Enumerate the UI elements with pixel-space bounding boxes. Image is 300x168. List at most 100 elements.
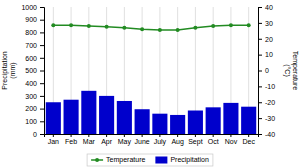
legend-label: Temperature [106, 156, 145, 164]
tick-mark [40, 45, 44, 46]
tick-label: 0 [265, 67, 269, 74]
bar [64, 100, 79, 134]
y-axis-title: Precipitation(mm) [1, 51, 17, 90]
marker [122, 26, 126, 30]
tick: -10 [258, 83, 275, 90]
marker [229, 23, 233, 27]
tick-label: Nov [225, 138, 238, 145]
tick-label: -40 [265, 131, 275, 138]
tick-label: July [154, 138, 167, 146]
x-axis: Jan Feb Mar Apr MayJune July Aug Sept Oct Nov Dec [45, 134, 259, 146]
chart: 01002003004005006007008009001000-40-30-2… [0, 0, 300, 168]
tick: Feb [65, 134, 77, 145]
tick-mark [40, 96, 44, 97]
tick-mark [159, 134, 160, 137]
legend-label: Precipitation [170, 156, 209, 164]
legend: Temperature Precipitation [87, 154, 213, 166]
tick-mark [71, 134, 72, 137]
legend-swatch [155, 157, 167, 164]
tick-label: Aug [171, 138, 184, 146]
bar [135, 109, 150, 134]
axis-line [45, 135, 259, 138]
marker [140, 27, 144, 31]
tick: 300 [25, 93, 44, 100]
marker [176, 28, 180, 32]
tick: 100 [25, 118, 44, 125]
tick-mark [40, 83, 44, 84]
tick-label: -20 [265, 99, 275, 106]
tick-mark [40, 58, 44, 59]
marker [158, 28, 162, 32]
tick-label: 10 [265, 51, 273, 58]
tick: 1000 [21, 4, 44, 11]
tick: 200 [25, 105, 44, 112]
legend-item: Temperature [91, 156, 145, 164]
bar [206, 107, 221, 134]
legend-item: Precipitation [155, 156, 209, 164]
tick-mark [258, 102, 262, 103]
tick-mark [230, 134, 231, 137]
tick: June [135, 134, 150, 145]
legend-frame [87, 154, 213, 166]
tick: 900 [25, 16, 44, 23]
tick-label: -30 [265, 115, 275, 122]
tick-label: Sept [188, 138, 202, 146]
tick: 400 [25, 80, 44, 87]
bar [241, 107, 256, 134]
tick-mark [258, 23, 262, 24]
marker [211, 24, 215, 28]
tick-mark [40, 121, 44, 122]
tick: 10 [258, 51, 273, 58]
plot: 01002003004005006007008009001000-40-30-2… [21, 4, 275, 146]
tick-label: Apr [101, 138, 113, 146]
tick-label: 600 [25, 55, 37, 62]
tick-label: 40 [265, 4, 273, 11]
tick: 0 [258, 67, 269, 74]
tick: Sept [188, 134, 202, 146]
bar [81, 91, 96, 134]
tick-mark [258, 39, 262, 40]
tick-label: Oct [208, 138, 219, 145]
tick-mark [177, 134, 178, 137]
tick-label: 30 [265, 20, 273, 27]
tick: 30 [258, 20, 273, 27]
axis-line [259, 8, 263, 135]
tick-label: 20 [265, 35, 273, 42]
y2-axis: -40 -30 -20 -10 0 10 20 30 40 [258, 4, 275, 138]
bar [170, 115, 185, 134]
tick: Dec [242, 134, 255, 145]
tick-mark [53, 134, 54, 137]
tick-mark [258, 55, 262, 56]
tick: Aug [171, 134, 184, 146]
tick-mark [258, 118, 262, 119]
tick-label: 700 [25, 42, 37, 49]
tick-mark [40, 20, 44, 21]
tick-label: Jan [48, 138, 59, 145]
tick-label: Mar [83, 138, 96, 145]
tick-label: Feb [65, 138, 77, 145]
tick-label: 1000 [21, 4, 37, 11]
bar [46, 102, 61, 134]
tick-label: 900 [25, 16, 37, 23]
tick-label: 200 [25, 105, 37, 112]
bar [188, 111, 203, 134]
tick: Jan [48, 134, 59, 145]
tick-mark [142, 134, 143, 137]
tick: May [118, 134, 132, 146]
grid [53, 7, 248, 134]
tick-label: 400 [25, 80, 37, 87]
marks [46, 23, 256, 134]
marker [51, 23, 55, 27]
tick: Apr [101, 134, 113, 146]
tick-label: Dec [242, 138, 255, 145]
marker [69, 23, 73, 27]
tick: 800 [25, 29, 44, 36]
tick: -40 [258, 131, 275, 138]
tick-mark [124, 134, 125, 137]
marker [87, 24, 91, 28]
marker [193, 26, 197, 30]
tick-mark [40, 134, 44, 135]
bar [99, 96, 114, 134]
tick-mark [248, 134, 249, 137]
bar [223, 103, 238, 134]
